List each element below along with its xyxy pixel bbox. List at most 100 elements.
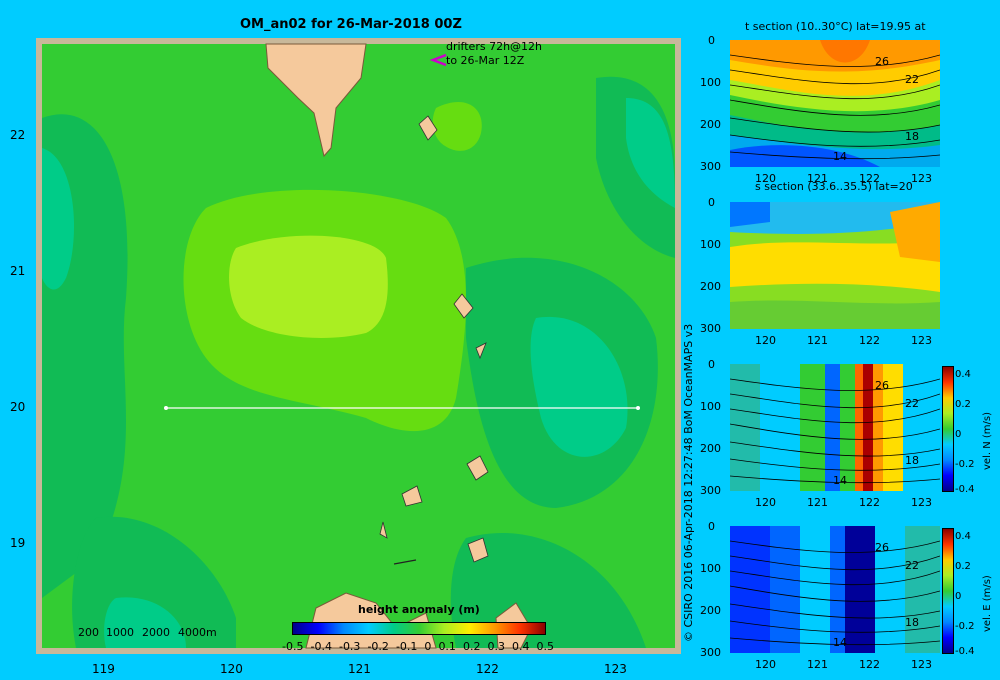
field-sw-lower [104,597,186,648]
field-ne-lower [626,98,675,208]
ve-tick: -0.2 [955,621,975,632]
land-island-1 [418,115,438,141]
land-island-4 [466,455,489,481]
p4-ytick: 0 [708,520,715,533]
depth-legend-200: 200 [78,626,99,639]
cb-tick: -0.3 [338,640,361,653]
cb-tick: 0 [424,640,432,653]
p3-ytick: 0 [708,358,715,371]
e-contour-label: 18 [905,616,919,629]
lat-tick-21: 21 [10,264,26,278]
depth-legend-2000: 2000 [142,626,170,639]
p1-xtick: 123 [911,172,932,185]
lon-tick-123: 123 [604,662,627,676]
field-east-lower [530,316,628,457]
t-contour-label: 22 [905,73,919,86]
vel-n-colorbar-ticks: 0.4 0.2 0 -0.2 -0.4 [955,366,979,495]
map-title: OM_an02 for 26-Mar-2018 00Z [240,17,462,32]
p2-ytick: 0 [708,196,715,209]
p3-ytick: 300 [700,484,721,497]
land-island-5 [401,485,423,507]
lat-tick-19: 19 [10,536,26,550]
vel-n-colorbar [942,366,954,492]
e-contour-label: 14 [833,636,847,649]
vn-tick: -0.2 [955,459,975,470]
lon-tick-121: 121 [348,662,371,676]
n-contour-label: 22 [905,397,919,410]
field-north-high [432,102,482,151]
lon-tick-122: 122 [476,662,499,676]
cb-tick: 0.3 [487,640,505,653]
p3-ytick: 200 [700,442,721,455]
land-island-2 [453,293,474,319]
depth-legend-4000: 4000m [178,626,217,639]
land-island-7 [467,537,489,563]
p1-ytick: 200 [700,118,721,131]
t-section-title: t section (10..30°C) lat=19.95 at [745,20,926,33]
p2-xtick: 120 [755,334,776,347]
p4-xtick: 121 [807,658,828,671]
p3-xtick: 123 [911,496,932,509]
vn-tick: 0.4 [955,369,971,380]
s-section-title: s section (33.6..35.5) lat=20 [755,180,913,193]
field-west-lower [42,148,75,290]
p2-ytick: 100 [700,238,721,251]
drifter-track [429,53,447,67]
lon-tick-120: 120 [220,662,243,676]
ve-tick: 0.4 [955,531,971,542]
land-island-6 [379,521,388,539]
ve-tick: 0 [955,591,962,602]
p2-xtick: 121 [807,334,828,347]
p4-ytick: 200 [700,604,721,617]
t-contour-label: 26 [875,55,889,68]
vel-n-colorbar-label: vel. N (m/s) [982,412,993,470]
depth-legend-1000: 1000 [106,626,134,639]
p2-xtick: 123 [911,334,932,347]
t-section-plot: 26 22 18 14 [730,40,940,167]
cb-tick: -0.5 [282,640,304,653]
p3-xtick: 122 [859,496,880,509]
lat-tick-22: 22 [10,128,26,142]
p4-xtick: 122 [859,658,880,671]
lon-tick-119: 119 [92,662,115,676]
height-anomaly-map [36,38,681,654]
vel-e-colorbar-label: vel. E (m/s) [982,575,993,632]
credit-text: © CSIRO 2016 06-Apr-2018 12:27:48 BoM Oc… [682,323,695,642]
p2-ytick: 300 [700,322,721,335]
drifters-label-1: drifters 72h@12h [446,40,543,53]
vel-e-section-plot: 26 22 18 14 [730,526,940,653]
section-end-marker [636,406,640,410]
vel-e-colorbar [942,528,954,654]
cb-tick: 0.1 [438,640,456,653]
height-colorbar [292,622,546,635]
land-reef [393,559,417,565]
p3-ytick: 100 [700,400,721,413]
cb-tick: 0.2 [462,640,481,653]
s-section-plot [730,202,940,329]
colorbar-ticks: -0.5 -0.4 -0.3 -0.2 -0.1 0 0.1 0.2 0.3 0… [282,640,554,654]
field-center-peak [229,235,388,338]
e-contour-label: 26 [875,541,889,554]
section-start-marker [164,406,168,410]
vn-tick: 0 [955,429,962,440]
drifters-label-2: to 26-Mar 12Z [446,54,525,67]
p1-xtick: 122 [859,172,880,185]
cb-tick: 0.4 [511,640,530,653]
lat-tick-20: 20 [10,400,26,414]
n-contour-label: 18 [905,454,919,467]
p2-ytick: 200 [700,280,721,293]
p1-ytick: 300 [700,160,721,173]
colorbar-label: height anomaly (m) [358,603,480,616]
p4-ytick: 100 [700,562,721,575]
vn-tick: 0.2 [955,399,971,410]
ve-tick: -0.4 [955,646,975,657]
p1-xtick: 120 [755,172,776,185]
p4-xtick: 123 [911,658,932,671]
cb-tick: -0.4 [310,640,332,653]
t-contour-label: 14 [833,150,847,163]
cb-tick: 0.5 [536,640,555,653]
land-taiwan [265,43,367,158]
p1-ytick: 100 [700,76,721,89]
land-island-3 [475,342,487,360]
n-contour-label: 26 [875,379,889,392]
